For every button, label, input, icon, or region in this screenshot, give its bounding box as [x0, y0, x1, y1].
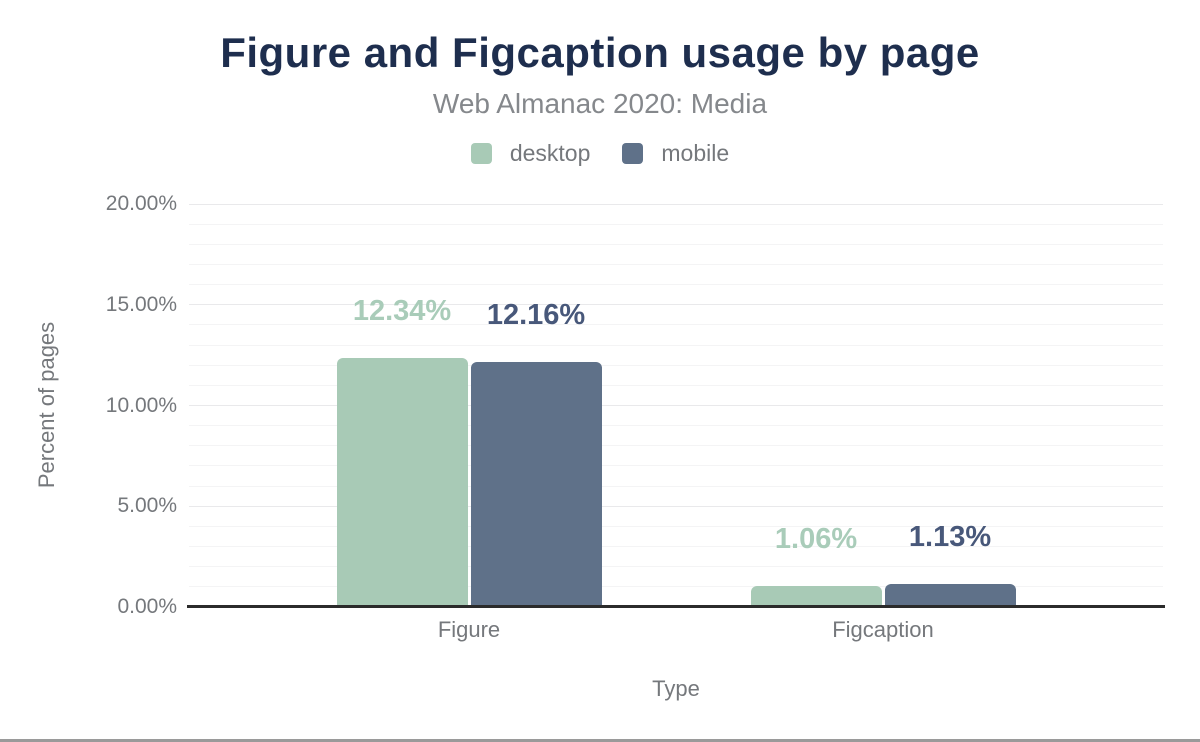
gridline-major [189, 203, 1163, 205]
y-tick-label: 5.00% [117, 494, 177, 518]
y-tick-label: 15.00% [105, 292, 177, 316]
bar-wrap: 12.16% [470, 300, 602, 607]
bar-wrap: 12.34% [336, 297, 468, 607]
legend-label: mobile [661, 140, 730, 166]
chart-subtitle: Web Almanac 2020: Media [432, 88, 768, 119]
x-tick-label-figcaption: Figcaption [832, 617, 934, 642]
gridline-minor [189, 586, 1163, 588]
x-axis-tick-labels: Figure Figcaption [189, 617, 1163, 643]
bar-wrap: 1.06% [750, 524, 882, 607]
bar-desktop-figure [336, 358, 468, 607]
gridline-minor [189, 344, 1163, 346]
legend: desktop mobile [0, 142, 1200, 165]
gridline-minor [189, 445, 1163, 447]
gridline-minor [189, 324, 1163, 326]
gridline-minor [189, 284, 1163, 286]
bars-row: 12.34% 12.16% 1.06% 1.13% [189, 297, 1163, 607]
x-tick-label-figure: Figure [437, 617, 501, 642]
legend-item-mobile[interactable]: mobile [622, 142, 729, 165]
chart-title: Figure and Figcaption usage by page [220, 29, 980, 76]
gridline-minor [189, 546, 1163, 548]
gridline-minor [189, 243, 1163, 245]
bar-mobile-figure [470, 361, 602, 607]
gridline-minor [189, 485, 1163, 487]
bar-group-figure: 12.34% 12.16% [336, 297, 602, 607]
gridline-major [189, 505, 1163, 507]
gridline-minor [189, 425, 1163, 427]
plot-area: 12.34% 12.16% 1.06% 1.13% [187, 203, 1165, 608]
gridline-minor [189, 465, 1163, 467]
bar-value-label: 1.06% [774, 522, 858, 555]
gridline-minor [189, 384, 1163, 386]
gridline-minor [189, 525, 1163, 527]
legend-label: desktop [509, 140, 591, 166]
y-tick-label: 10.00% [105, 393, 177, 417]
gridline-minor [189, 364, 1163, 366]
y-tick-label: 0.00% [117, 595, 177, 618]
bar-value-label: 12.34% [352, 295, 452, 328]
x-axis-line [187, 605, 1165, 608]
page-bottom-border [0, 739, 1200, 742]
bar-mobile-figcaption [884, 584, 1016, 607]
legend-swatch-desktop [470, 143, 492, 164]
bar-value-label: 1.13% [908, 521, 992, 554]
gridline-minor [189, 263, 1163, 265]
gridline-minor [189, 566, 1163, 568]
gridline-minor [189, 223, 1163, 225]
gridline-major [189, 405, 1163, 406]
bar-desktop-figcaption [750, 585, 882, 607]
legend-swatch-mobile [622, 143, 644, 164]
x-axis-title: Type [652, 676, 700, 701]
gridline-major [189, 304, 1163, 306]
y-tick-label: 20.00% [105, 192, 177, 215]
bar-group-figcaption: 1.06% 1.13% [750, 523, 1016, 607]
bar-value-label: 12.16% [486, 298, 586, 331]
bar-wrap: 1.13% [884, 523, 1016, 607]
legend-item-desktop[interactable]: desktop [470, 140, 591, 166]
